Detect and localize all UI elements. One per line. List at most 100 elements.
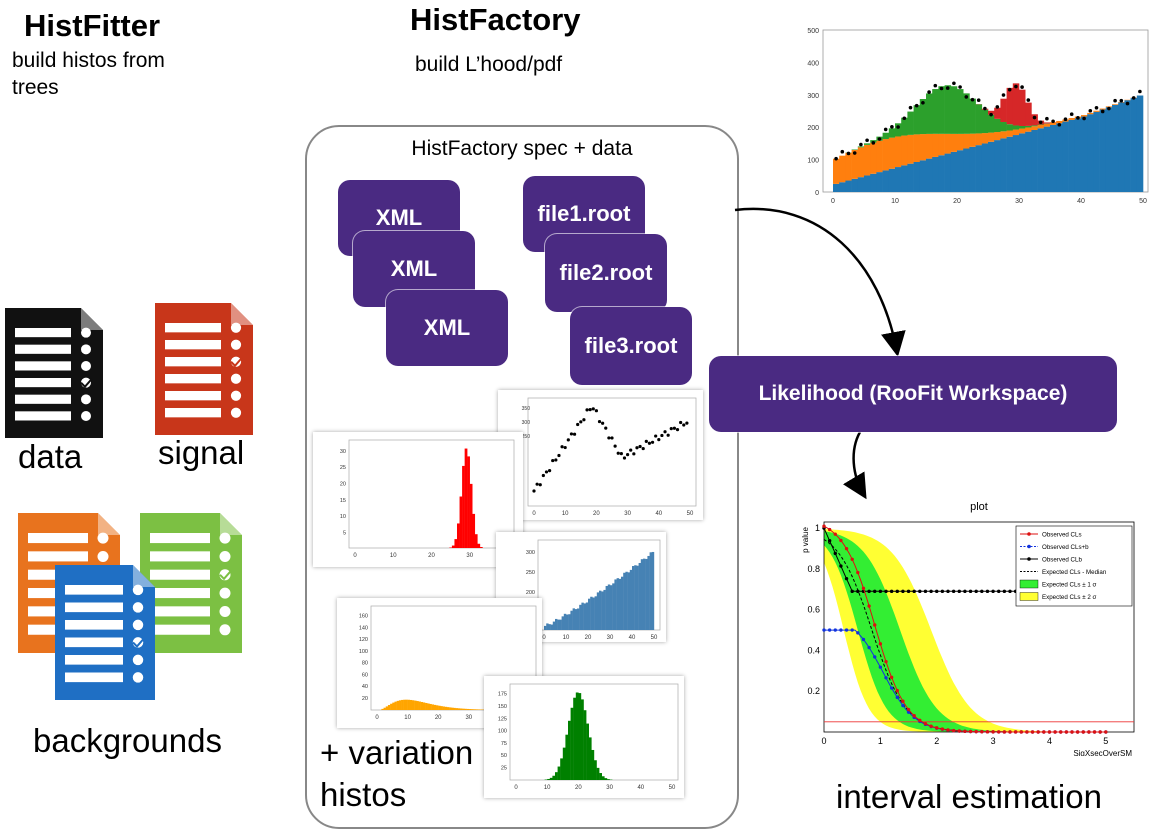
hist-bar: [645, 558, 648, 630]
hist-bar: [555, 772, 558, 780]
stack-bar-green: [932, 89, 939, 134]
legend-label: Expected CLs - Median: [1042, 569, 1107, 576]
x-tick-label: 3: [991, 736, 996, 746]
hist-bar: [398, 700, 402, 710]
y-tick-label: 300: [522, 420, 531, 426]
stack-bar-blue: [1068, 119, 1076, 192]
data-point: [871, 141, 876, 145]
observed-cls-marker: [1002, 730, 1007, 734]
stack-bar-blue: [876, 172, 883, 192]
x-tick-label: 0: [353, 553, 357, 559]
stack-bar-orange: [1037, 125, 1045, 129]
cls-interval-plot: plot p value SigXsecOverSM 0 1 2 3 4 5 0.2 0.4 0.6 0…: [801, 501, 1135, 756]
y-tick-label: 100: [807, 158, 819, 165]
hist-bar: [634, 565, 637, 630]
hist-bar: [568, 614, 571, 630]
x-tick-label: 2: [934, 736, 939, 746]
hist-bar: [416, 701, 419, 710]
background-doc-icon-2-row: [150, 588, 210, 599]
hist-bar: [385, 706, 389, 710]
observed-clb-marker: [839, 564, 843, 568]
cls-plot-xlabel: SigXsecOverSM: [1073, 749, 1132, 756]
scatter-point: [557, 453, 561, 458]
background-doc-icon-2-row: [150, 624, 210, 635]
stack-bar-blue: [907, 163, 914, 192]
y-tick-label: 20: [362, 696, 368, 702]
scatter-point: [535, 482, 539, 486]
stack-bar-orange: [950, 133, 958, 152]
observed-cls-marker: [1030, 730, 1035, 734]
x-tick-label: 20: [435, 715, 442, 721]
stack-bar-orange: [851, 149, 859, 179]
observed-cls-marker: [951, 728, 956, 733]
data-point: [1125, 101, 1130, 106]
background-doc-icon-3-row: [65, 637, 123, 648]
scatter-point: [663, 430, 667, 434]
stack-bar-orange: [870, 142, 877, 174]
data-point: [883, 127, 888, 132]
observed-cls-marker: [1008, 730, 1012, 734]
data-point: [1131, 96, 1136, 100]
observed-cls-marker: [1047, 730, 1052, 734]
observed-cls-marker: [957, 729, 961, 733]
observed-cls-marker: [1013, 730, 1018, 734]
data-doc-icon-dot: [81, 411, 91, 421]
scatter-point: [610, 436, 614, 440]
stack-bar-blue: [864, 175, 871, 192]
stack-bar-blue: [857, 177, 865, 192]
stack-bar-orange: [888, 137, 896, 169]
stack-bar-orange: [833, 158, 840, 184]
hist-bar: [453, 707, 456, 710]
observed-clb-marker: [918, 589, 922, 594]
hist-bar: [575, 692, 579, 780]
scatter-point: [544, 470, 549, 474]
observed-clb-marker: [957, 589, 961, 594]
scatter-point: [576, 422, 580, 427]
signal-doc-icon-dot: [230, 339, 242, 350]
scatter-point: [650, 440, 655, 444]
stack-bar-blue: [1000, 138, 1007, 192]
stack-bar-blue: [944, 153, 952, 192]
stack-bar-orange: [895, 136, 902, 168]
scatter-point: [582, 418, 586, 422]
legend-label: Observed CLs: [1042, 532, 1082, 539]
data-point: [908, 105, 913, 110]
hist-bar: [433, 704, 437, 710]
legend-label: Expected CLs ± 1 σ: [1042, 582, 1097, 589]
hist-bar: [649, 552, 652, 630]
hist-bar: [592, 597, 595, 630]
stack-bar-blue: [1105, 107, 1113, 192]
hist-bar: [387, 705, 391, 710]
observed-cls-marker: [867, 604, 871, 608]
observed-cls-marker: [1087, 730, 1091, 734]
observed-clsb-marker: [878, 665, 883, 669]
observed-clsb-marker: [833, 628, 837, 632]
stack-bar-orange: [944, 133, 952, 154]
y-tick-label: 1: [815, 523, 820, 533]
stack-bar-blue: [1112, 104, 1119, 192]
hist-bar: [449, 707, 452, 710]
observed-clb-marker: [895, 589, 899, 594]
data-point: [877, 137, 882, 141]
hist-bar: [604, 778, 608, 780]
data-point: [1063, 117, 1068, 122]
scatter-point: [572, 432, 577, 436]
observed-clb-marker: [856, 589, 860, 594]
hist-bar: [563, 613, 567, 630]
data-points-chart-card: 0 10 20 30 40 50 250 300 350: [498, 390, 703, 520]
hist-bar: [440, 706, 443, 710]
scatter-point: [632, 452, 636, 456]
stack-bar-blue: [981, 143, 989, 192]
hist-bar: [449, 547, 453, 548]
stack-bar-blue: [1031, 129, 1038, 192]
scatter-point: [538, 483, 542, 487]
hist-bar: [411, 700, 415, 710]
y-tick-label: 100: [359, 649, 368, 655]
hist-bar: [444, 706, 448, 710]
x-tick-label: 50: [669, 785, 676, 791]
background-doc-icon-2-dot: [219, 605, 231, 617]
histfactory-title: HistFactory: [410, 2, 581, 37]
stack-bar-green: [1006, 124, 1014, 131]
observed-clb-marker: [997, 589, 1001, 594]
observed-cls-marker: [895, 688, 899, 693]
